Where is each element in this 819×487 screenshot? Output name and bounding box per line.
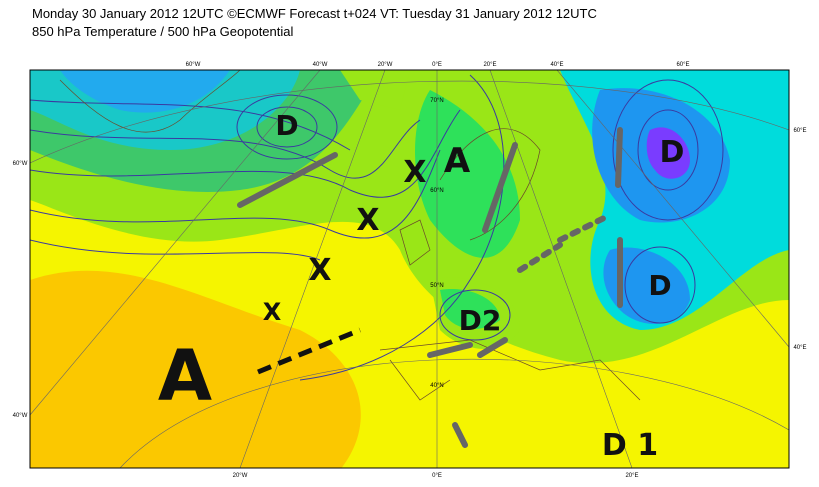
annotation: D	[275, 109, 298, 142]
lat-label: 60°N	[430, 188, 443, 194]
lon-label: 0°E	[432, 62, 442, 68]
annotation: D2	[459, 304, 502, 337]
title: Monday 30 January 2012 12UTC ©ECMWF Fore…	[32, 6, 597, 21]
annotation: X	[308, 253, 331, 288]
lat-label: 70°N	[430, 98, 443, 104]
subtitle: 850 hPa Temperature / 500 hPa Geopotenti…	[32, 24, 294, 39]
lat-label: 40°E	[793, 345, 806, 351]
lon-label: 20°E	[483, 62, 496, 68]
lon-label: 60°E	[676, 62, 689, 68]
annotation: A	[158, 335, 212, 417]
lon-label: 40°E	[550, 62, 563, 68]
annotation: X	[403, 155, 426, 190]
lat-label: 50°N	[430, 283, 443, 289]
lat-label: 40°W	[13, 413, 28, 419]
graticule	[30, 70, 789, 468]
arrows	[237, 127, 623, 448]
lon-label: 20°E	[625, 473, 638, 479]
lat-label: 60°W	[13, 161, 28, 167]
lon-label: 20°W	[233, 473, 248, 479]
lon-label: 60°W	[186, 62, 201, 68]
map-frame	[29, 69, 790, 469]
geopotential-contours	[30, 74, 724, 381]
coastlines	[59, 70, 641, 401]
annotation: D	[660, 135, 685, 170]
lon-label: 0°E	[432, 473, 442, 479]
lon-label: 20°W	[378, 62, 393, 68]
annotation: A	[444, 141, 471, 181]
lat-label: 60°E	[793, 128, 806, 134]
lon-label: 40°W	[313, 62, 328, 68]
annotation: X	[356, 203, 379, 238]
annotation: X	[263, 298, 282, 326]
front-line	[257, 327, 361, 375]
annotation: D	[648, 269, 671, 302]
annotation: D 1	[602, 428, 658, 463]
lat-label: 40°N	[430, 383, 443, 389]
